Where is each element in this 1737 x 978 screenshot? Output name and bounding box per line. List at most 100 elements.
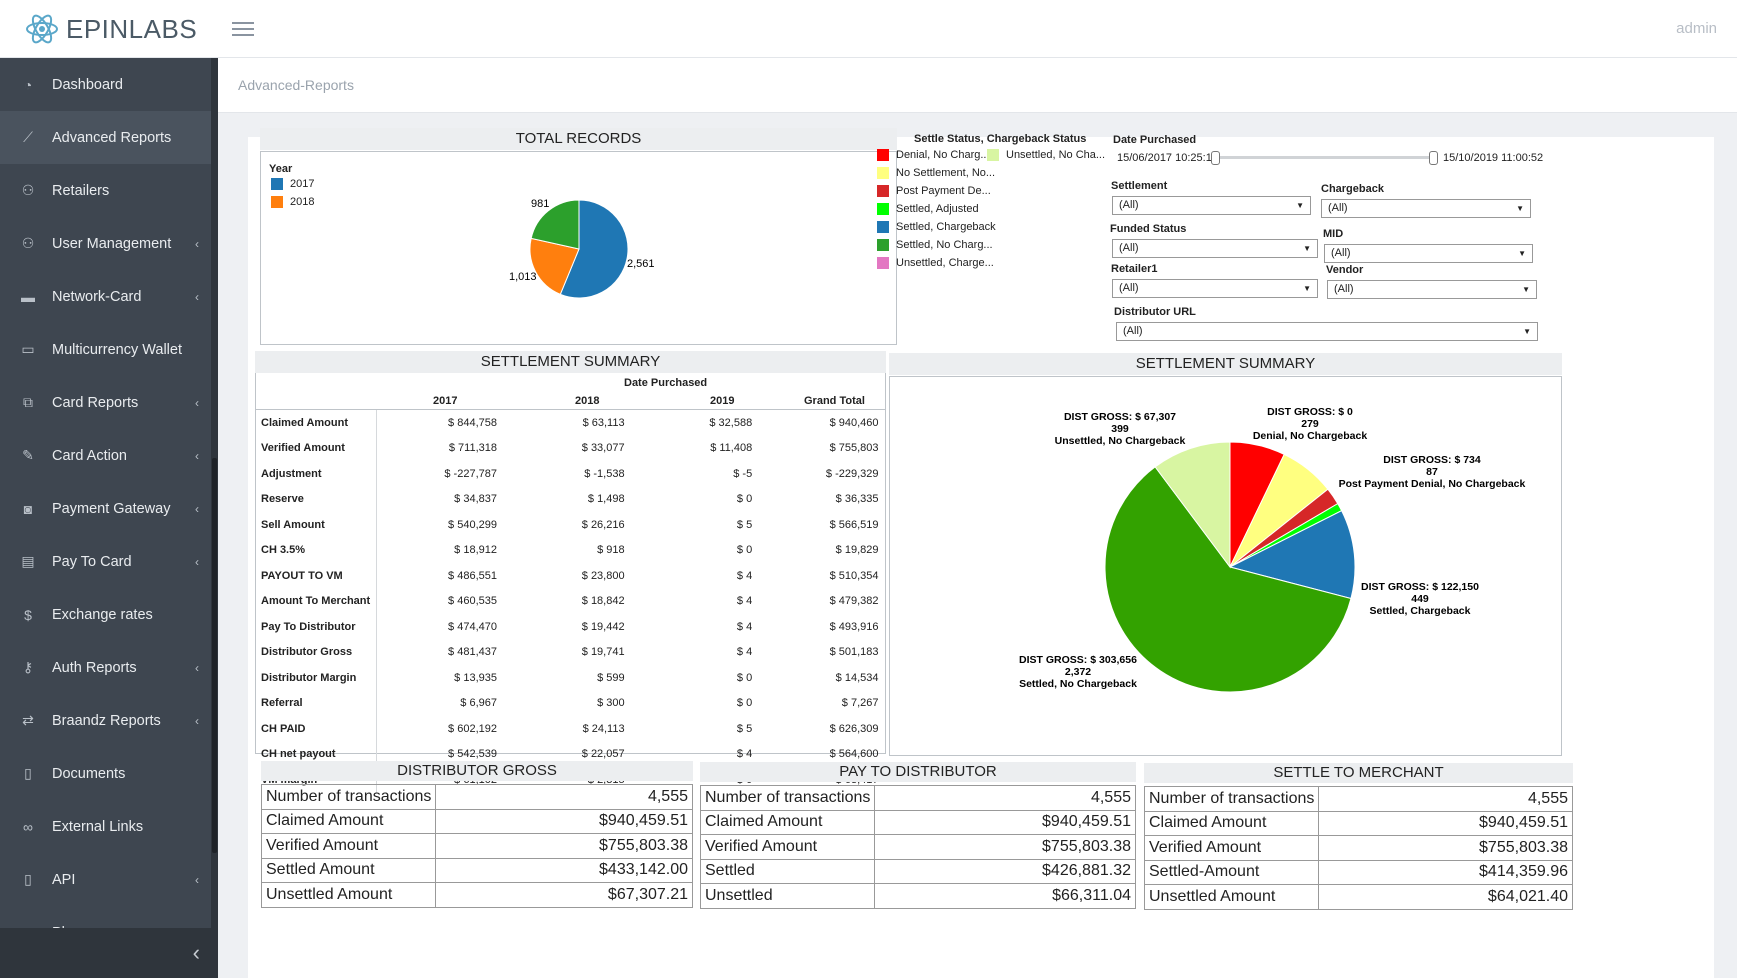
scrollbar-thumb[interactable] (212, 458, 217, 853)
sidebar-item-advanced-reports[interactable]: ⟋ Advanced Reports (0, 111, 211, 164)
sidebar-item-user-management[interactable]: ⚇ User Management ‹ (0, 217, 211, 270)
sidebar-item-braandz-reports[interactable]: ⇄ Braandz Reports ‹ (0, 694, 211, 747)
select-value: (All) (1119, 282, 1139, 294)
table-row: Verified Amount $755,803.38 (1143, 835, 1573, 861)
table-row: Adjustment $ -227,787 $ -1,538 $ -5 $ -229,3… (255, 461, 885, 487)
settlement-table: Claimed Amount $ 844,758 $ 63,113 $ 32,588 $… (255, 410, 885, 793)
table-row: Sell Amount $ 540,299 $ 26,216 $ 5 $ 566,519 (255, 512, 885, 538)
sidebar-item-exchange-rates[interactable]: $ Exchange rates (0, 588, 211, 641)
pie-slice[interactable] (530, 199, 580, 250)
chevron-left-icon: ‹ (195, 660, 199, 675)
settle-legend-item[interactable]: Settled, Adjusted (877, 203, 979, 215)
pie-slice[interactable] (529, 237, 580, 295)
sidebar-item-card-action[interactable]: ✎ Card Action ‹ (0, 429, 211, 482)
chargeback-filter-select[interactable]: (All) ▼ (1321, 199, 1531, 218)
sidebar-item-api[interactable]: ▯ API ‹ (0, 853, 211, 906)
row-label: Sell Amount (255, 512, 378, 538)
legend-swatch (877, 185, 889, 197)
legend-label: Settled, Chargeback (896, 221, 996, 233)
dollar-icon: $ (24, 606, 32, 623)
pie-slice[interactable] (1228, 510, 1356, 600)
pie-data-label: Settled, No Chargeback (1019, 678, 1137, 690)
chargeback-filter-label: Chargeback (1321, 183, 1384, 195)
table-row: Verified Amount $755,803.38 (699, 834, 1136, 860)
settle-legend-item[interactable]: Unsettled, No Cha... (987, 149, 1105, 161)
table-cell: $ -227,787 (444, 467, 497, 480)
legend-swatch (877, 149, 889, 161)
funded-status-select[interactable]: (All) ▼ (1112, 239, 1318, 258)
collapse-sidebar-icon[interactable]: ‹ (192, 940, 200, 965)
table-cell: $ 711,318 (448, 442, 497, 455)
row-label: Unsettled Amount (1143, 884, 1320, 910)
table-row: Reserve $ 34,837 $ 1,498 $ 0 $ 36,335 (255, 486, 885, 512)
date-purchased-group-label: Date Purchased (624, 377, 708, 389)
sidebar-item-dashboard[interactable]: ◔ Dashboard (0, 58, 211, 111)
settle-legend-item[interactable]: Settled, Chargeback (877, 221, 996, 233)
settle-legend-item[interactable]: Post Payment De... (877, 185, 991, 197)
total-records-pie-chart[interactable]: 2,561 1,013 981 (261, 152, 896, 344)
sidebar-scrollbar[interactable] (211, 58, 218, 978)
sidebar-item-payment-gateway[interactable]: ◙ Payment Gateway ‹ (0, 482, 211, 535)
sidebar-item-retailers[interactable]: ⚇ Retailers (0, 164, 211, 217)
settle-legend-item[interactable]: No Settlement, No... (877, 167, 995, 179)
user-menu[interactable]: admin (1676, 20, 1717, 37)
table-row: Settled-Amount $414,359.96 (1143, 859, 1573, 885)
table-row: PAYOUT TO VM $ 486,551 $ 23,800 $ 4 $ 510,35… (255, 563, 885, 589)
sidebar-item-label: Advanced Reports (52, 129, 172, 146)
pie-data-label: 2,561 (627, 258, 655, 270)
sidebar-item-label: Network-Card (52, 288, 142, 305)
settle-legend-item[interactable]: Unsettled, Charge... (877, 257, 994, 269)
year-legend-item[interactable]: 2018 (271, 196, 314, 208)
logo[interactable]: EPINLABS (24, 10, 224, 48)
menu-toggle-icon[interactable] (232, 18, 254, 40)
date-slider-start-handle[interactable] (1211, 151, 1220, 165)
row-label: Verified Amount (699, 834, 876, 860)
pie-data-label: DIST GROSS: $ 122,150 (1361, 581, 1479, 593)
column-header: 2018 (575, 395, 600, 407)
year-legend-item[interactable]: 2017 (271, 178, 314, 190)
sidebar-item-external-links[interactable]: ∞ External Links (0, 800, 211, 853)
sidebar-item-pay-to-card[interactable]: ▤ Pay To Card ‹ (0, 535, 211, 588)
date-slider-end-handle[interactable] (1429, 151, 1438, 165)
sidebar-item-label: Pay To Card (52, 553, 132, 570)
row-label: PAYOUT TO VM (255, 563, 378, 589)
retailer-filter-select[interactable]: (All) ▼ (1112, 279, 1318, 298)
distributor-url-select[interactable]: (All) ▼ (1116, 322, 1538, 341)
date-slider-track[interactable] (1216, 156, 1436, 159)
sidebar-item-documents[interactable]: ▯ Documents (0, 747, 211, 800)
dropdown-arrow-icon: ▼ (1523, 327, 1531, 336)
row-label: Distributor Margin (255, 665, 378, 691)
sidebar-item-multicurrency-wallet[interactable]: ▭ Multicurrency Wallet (0, 323, 211, 376)
table-cell: $ 19,442 (581, 620, 625, 633)
table-cell: $ 0 (736, 544, 753, 557)
table-cell: $ 940,460 (829, 416, 879, 429)
table-cell: $ 486,551 (448, 569, 497, 582)
table-cell: $ 23,800 (581, 569, 625, 582)
row-label: Unsettled (699, 883, 876, 909)
select-value: (All) (1119, 199, 1139, 211)
settlement-filter-select[interactable]: (All) ▼ (1112, 196, 1311, 215)
legend-label: No Settlement, No... (896, 167, 996, 179)
row-value: $940,459.51 (435, 808, 693, 834)
settle-legend-item[interactable]: Denial, No Charg... (877, 149, 990, 161)
row-label: Claimed Amount (1143, 810, 1320, 836)
pie-slice[interactable] (559, 199, 629, 299)
column-header: 2019 (710, 395, 735, 407)
settle-legend-title: Settle Status, Chargeback Status (914, 133, 1087, 145)
sidebar-item-label: User Management (52, 235, 172, 252)
table-cell: $ 0 (736, 697, 753, 710)
sidebar-item-card-reports[interactable]: ⧉ Card Reports ‹ (0, 376, 211, 429)
pie-slice[interactable] (1104, 466, 1352, 693)
row-label: Reserve (255, 486, 378, 512)
pie-slice[interactable] (1154, 441, 1231, 569)
pie-data-label: 399 (1111, 423, 1129, 435)
sidebar-item-auth-reports[interactable]: ⚷ Auth Reports ‹ (0, 641, 211, 694)
card-icon: ▬ (21, 288, 35, 305)
vendor-filter-select[interactable]: (All) ▼ (1327, 280, 1537, 299)
settle-legend-item[interactable]: Settled, No Charg... (877, 239, 993, 251)
mid-filter-select[interactable]: (All) ▼ (1324, 244, 1533, 263)
sidebar-item-network-card[interactable]: ▬ Network-Card ‹ (0, 270, 211, 323)
table-cell: $ 6,967 (460, 697, 497, 710)
row-label: Settled-Amount (1143, 859, 1320, 885)
